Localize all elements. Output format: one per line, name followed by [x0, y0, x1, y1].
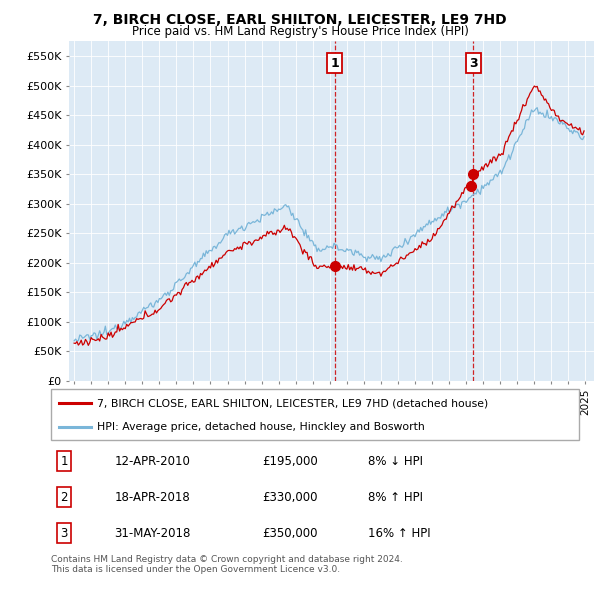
Text: 16% ↑ HPI: 16% ↑ HPI	[368, 527, 430, 540]
Text: £195,000: £195,000	[262, 454, 318, 467]
Text: Price paid vs. HM Land Registry's House Price Index (HPI): Price paid vs. HM Land Registry's House …	[131, 25, 469, 38]
Text: 12-APR-2010: 12-APR-2010	[115, 454, 190, 467]
Text: 31-MAY-2018: 31-MAY-2018	[115, 527, 191, 540]
Text: 3: 3	[469, 57, 478, 70]
Text: HPI: Average price, detached house, Hinckley and Bosworth: HPI: Average price, detached house, Hinc…	[97, 422, 425, 432]
Text: 7, BIRCH CLOSE, EARL SHILTON, LEICESTER, LE9 7HD (detached house): 7, BIRCH CLOSE, EARL SHILTON, LEICESTER,…	[97, 398, 489, 408]
Text: £350,000: £350,000	[262, 527, 318, 540]
Text: 1: 1	[330, 57, 339, 70]
Text: 7, BIRCH CLOSE, EARL SHILTON, LEICESTER, LE9 7HD: 7, BIRCH CLOSE, EARL SHILTON, LEICESTER,…	[93, 13, 507, 27]
Text: £330,000: £330,000	[262, 490, 318, 504]
Text: 1: 1	[61, 454, 68, 467]
Text: 8% ↓ HPI: 8% ↓ HPI	[368, 454, 423, 467]
Text: 2: 2	[61, 490, 68, 504]
Text: Contains HM Land Registry data © Crown copyright and database right 2024.
This d: Contains HM Land Registry data © Crown c…	[51, 555, 403, 574]
FancyBboxPatch shape	[51, 389, 579, 440]
Text: 3: 3	[61, 527, 68, 540]
Text: 18-APR-2018: 18-APR-2018	[115, 490, 190, 504]
Text: 8% ↑ HPI: 8% ↑ HPI	[368, 490, 423, 504]
